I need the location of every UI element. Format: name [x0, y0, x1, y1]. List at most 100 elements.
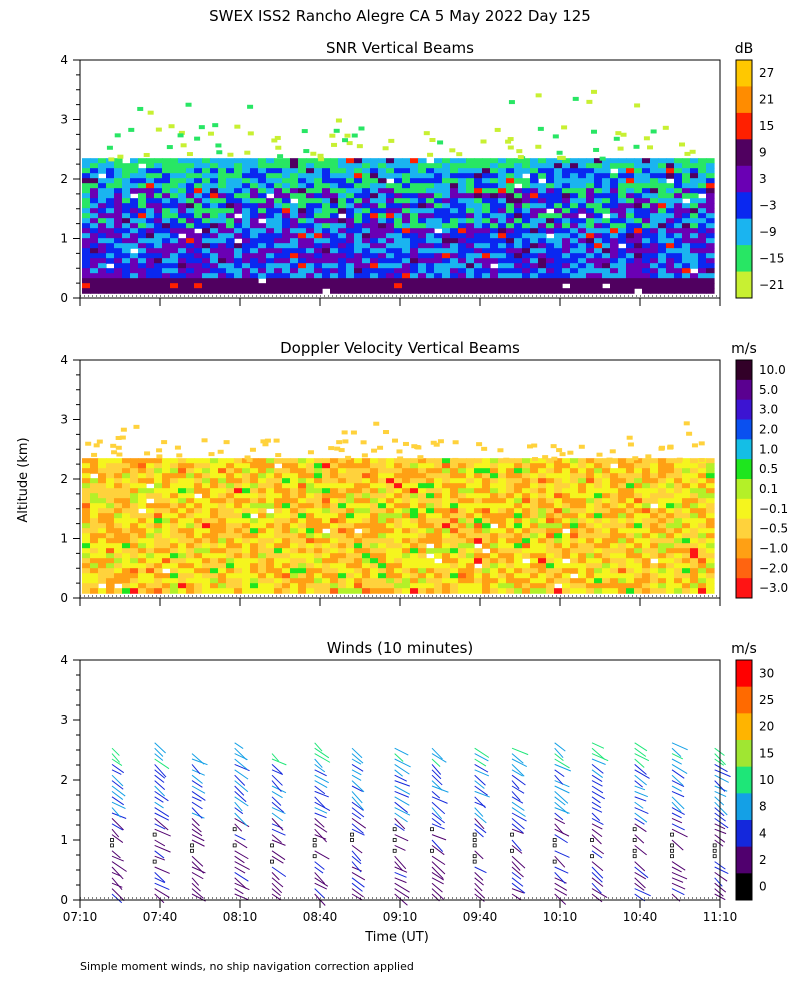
heatmap-cell	[674, 238, 683, 244]
heatmap-cell	[410, 223, 419, 229]
heatmap-cell	[298, 563, 307, 569]
heatmap-cell	[690, 513, 699, 519]
heatmap-cell	[186, 258, 195, 264]
heatmap-cell	[617, 146, 624, 151]
heatmap-cell	[178, 173, 187, 179]
heatmap-cell	[634, 103, 641, 108]
heatmap-cell	[658, 558, 667, 564]
heatmap-cell	[522, 263, 531, 269]
heatmap-cell	[322, 523, 331, 529]
wind-barb	[154, 844, 171, 853]
heatmap-cell	[162, 548, 171, 554]
heatmap-cell	[706, 278, 715, 284]
heatmap-cell	[122, 243, 131, 249]
wind-barb	[554, 747, 564, 759]
heatmap-cell	[338, 288, 347, 294]
heatmap-cell	[202, 558, 211, 564]
heatmap-cell	[650, 213, 659, 219]
heatmap-cell	[682, 553, 691, 559]
heatmap-cell	[674, 553, 683, 559]
heatmap-cell	[450, 468, 459, 474]
y-axis-label: Altitude (km)	[16, 437, 31, 522]
heatmap-cell	[674, 468, 683, 474]
heatmap-cell	[490, 578, 499, 584]
heatmap-cell	[578, 258, 587, 264]
wind-barb	[111, 888, 125, 902]
heatmap-cell	[602, 553, 611, 559]
heatmap-cell	[474, 213, 483, 219]
heatmap-cell	[338, 173, 347, 179]
wind-barb	[191, 866, 206, 874]
heatmap-cell	[530, 158, 539, 164]
y-tick-label: 2	[60, 773, 68, 787]
heatmap-cell	[338, 233, 347, 239]
heatmap-cell	[106, 468, 115, 474]
heatmap-cell	[154, 203, 163, 209]
heatmap-cell	[442, 498, 451, 504]
heatmap-cell	[538, 188, 547, 194]
heatmap-cell	[98, 188, 107, 194]
heatmap-cell	[82, 228, 91, 234]
heatmap-cell	[274, 478, 283, 484]
heatmap-cell	[394, 573, 403, 579]
heatmap-cell	[138, 198, 147, 204]
heatmap-cell	[570, 538, 579, 544]
wind-barb	[554, 769, 565, 778]
heatmap-cell	[650, 553, 659, 559]
heatmap-cell	[370, 543, 379, 549]
heatmap-cell	[82, 463, 91, 469]
heatmap-cell	[138, 223, 147, 229]
heatmap-cell	[146, 213, 155, 219]
heatmap-cell	[594, 193, 603, 199]
heatmap-cell	[402, 178, 411, 184]
wind-calm-marker	[350, 832, 354, 837]
heatmap-cell	[258, 458, 267, 464]
heatmap-cell	[642, 473, 651, 479]
heatmap-cell	[130, 463, 139, 469]
heatmap-cell	[602, 173, 611, 179]
heatmap-cell	[642, 513, 651, 519]
heatmap-cell	[358, 126, 365, 131]
heatmap-cell	[194, 263, 203, 269]
heatmap-cell	[490, 158, 499, 164]
heatmap-cell	[226, 158, 235, 164]
heatmap-cell	[170, 173, 179, 179]
heatmap-cell	[642, 558, 651, 564]
heatmap-cell	[442, 583, 451, 589]
heatmap-cell	[402, 488, 411, 494]
heatmap-cell	[490, 193, 499, 199]
heatmap-cell	[458, 573, 467, 579]
heatmap-cell	[554, 163, 563, 169]
heatmap-cell	[506, 468, 515, 474]
heatmap-cell	[650, 508, 659, 514]
heatmap-cell	[362, 238, 371, 244]
heatmap-cell	[674, 273, 683, 279]
colorbar-swatch	[736, 60, 752, 87]
heatmap-cell	[106, 488, 115, 494]
heatmap-cell	[626, 508, 635, 514]
heatmap-cell	[578, 463, 587, 469]
heatmap-cell	[506, 193, 515, 199]
heatmap-cell	[218, 558, 227, 564]
wind-barb	[351, 753, 364, 764]
heatmap-cell	[626, 553, 635, 559]
heatmap-cell	[370, 203, 379, 209]
heatmap-cell	[506, 183, 515, 189]
heatmap-cell	[146, 183, 155, 189]
heatmap-cell	[490, 483, 499, 489]
heatmap-cell	[266, 458, 275, 464]
heatmap-cell	[130, 568, 139, 574]
heatmap-cell	[466, 173, 475, 179]
heatmap-cell	[314, 523, 323, 529]
wind-barb	[154, 877, 166, 884]
heatmap-cell	[466, 473, 475, 479]
heatmap-cell	[346, 503, 355, 509]
heatmap-cell	[266, 503, 275, 509]
heatmap-cell	[202, 278, 211, 284]
heatmap-cell	[610, 518, 619, 524]
heatmap-cell	[266, 528, 275, 534]
heatmap-cell	[274, 188, 283, 194]
heatmap-cell	[186, 498, 195, 504]
wind-barb	[591, 747, 606, 760]
heatmap-cell	[626, 158, 635, 164]
